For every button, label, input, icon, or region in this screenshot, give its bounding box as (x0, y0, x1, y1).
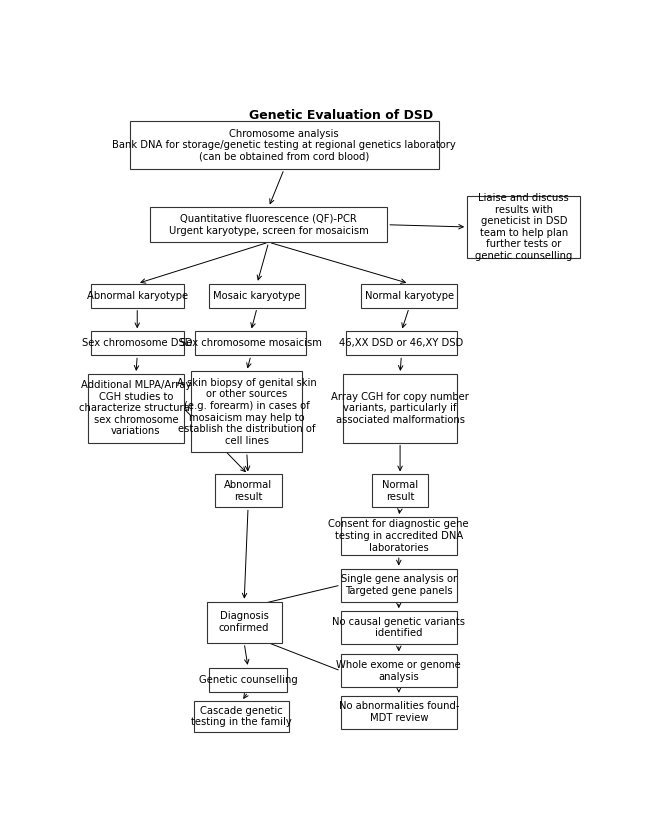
Text: Chromosome analysis
Bank DNA for storage/genetic testing at regional genetics la: Chromosome analysis Bank DNA for storage… (112, 129, 456, 162)
Text: Additional MLPA/Array
CGH studies to
characterize structural
sex chromosome
vari: Additional MLPA/Array CGH studies to cha… (79, 380, 193, 436)
Text: Single gene analysis or
Targeted gene panels: Single gene analysis or Targeted gene pa… (340, 574, 457, 596)
FancyBboxPatch shape (467, 196, 581, 258)
FancyBboxPatch shape (346, 331, 457, 355)
Text: Mosaic karyotype: Mosaic karyotype (213, 291, 301, 301)
Text: Quantitative fluorescence (QF)-PCR
Urgent karyotype, screen for mosaicism: Quantitative fluorescence (QF)-PCR Urgen… (169, 214, 368, 235)
FancyBboxPatch shape (215, 474, 281, 507)
FancyBboxPatch shape (91, 331, 184, 355)
FancyBboxPatch shape (209, 667, 287, 692)
FancyBboxPatch shape (341, 654, 457, 687)
Text: No causal genetic variants
identified: No causal genetic variants identified (332, 617, 466, 638)
Text: A skin biopsy of genital skin
or other sources
(e.g. forearm) in cases of
mosaic: A skin biopsy of genital skin or other s… (177, 377, 317, 446)
FancyBboxPatch shape (341, 568, 457, 601)
Text: Whole exome or genome
analysis: Whole exome or genome analysis (336, 660, 461, 681)
FancyBboxPatch shape (150, 207, 387, 242)
Text: Consent for diagnostic gene
testing in accredited DNA
laboratories: Consent for diagnostic gene testing in a… (329, 520, 469, 553)
FancyBboxPatch shape (372, 474, 428, 507)
Text: Abnormal karyotype: Abnormal karyotype (86, 291, 188, 301)
FancyBboxPatch shape (192, 372, 302, 452)
FancyBboxPatch shape (362, 283, 457, 308)
FancyBboxPatch shape (341, 611, 457, 644)
FancyBboxPatch shape (91, 283, 184, 308)
Text: Normal
result: Normal result (382, 480, 418, 501)
FancyBboxPatch shape (88, 374, 184, 443)
Text: Sex chromosome mosaicism: Sex chromosome mosaicism (180, 339, 322, 349)
Text: Genetic counselling: Genetic counselling (199, 675, 297, 685)
FancyBboxPatch shape (196, 331, 307, 355)
Text: Liaise and discuss
results with
geneticist in DSD
team to help plan
further test: Liaise and discuss results with genetici… (475, 193, 573, 261)
Text: 46,XX DSD or 46,XY DSD: 46,XX DSD or 46,XY DSD (339, 339, 464, 349)
Text: Diagnosis
confirmed: Diagnosis confirmed (219, 611, 269, 633)
FancyBboxPatch shape (207, 601, 281, 643)
Text: No abnormalities found-
MDT review: No abnormalities found- MDT review (338, 701, 459, 723)
Text: Normal karyotype: Normal karyotype (364, 291, 454, 301)
FancyBboxPatch shape (343, 374, 457, 443)
Text: Abnormal
result: Abnormal result (224, 480, 272, 501)
FancyBboxPatch shape (194, 701, 289, 732)
FancyBboxPatch shape (209, 283, 305, 308)
FancyBboxPatch shape (341, 695, 457, 729)
Text: Cascade genetic
testing in the family: Cascade genetic testing in the family (192, 706, 292, 728)
Text: Sex chromosome DSD: Sex chromosome DSD (82, 339, 192, 349)
FancyBboxPatch shape (341, 517, 457, 555)
FancyBboxPatch shape (130, 121, 439, 169)
Text: Array CGH for copy number
variants, particularly if
associated malformations: Array CGH for copy number variants, part… (331, 392, 469, 425)
Text: Genetic Evaluation of DSD: Genetic Evaluation of DSD (249, 108, 433, 121)
